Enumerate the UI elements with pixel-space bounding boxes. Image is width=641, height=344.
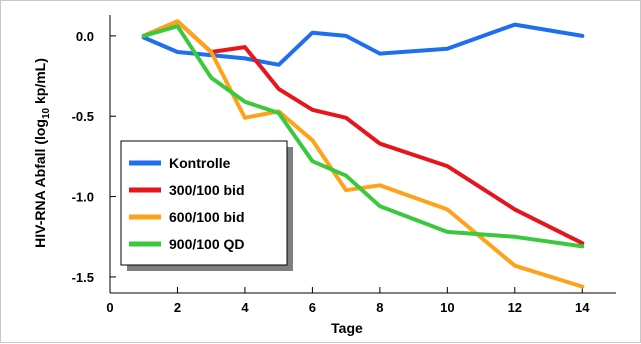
y-tick-label: -0.5 (72, 109, 94, 124)
x-tick-label: 6 (309, 300, 316, 315)
series-line-kontrolle (141, 22, 585, 67)
x-tick-label: 8 (376, 300, 383, 315)
axes: 0 2 4 6 8 10 12 14 0.0 -0.5 -1.0 -1.5 (72, 15, 616, 315)
x-tick-label: 10 (440, 300, 454, 315)
legend-label-kontrolle: Kontrolle (169, 155, 231, 171)
series-line-600-100-bid (141, 19, 585, 289)
y-axis-title-prefix: HIV-RNA Abfall (log (32, 119, 48, 248)
x-tick-label: 0 (106, 300, 113, 315)
y-axis-title-suffix: kp/mL) (32, 58, 48, 108)
series-line-900-100-qd (141, 24, 585, 249)
y-tick-label: 0.0 (76, 29, 94, 44)
series-lines (141, 19, 585, 289)
x-tick-label: 4 (241, 300, 249, 315)
x-tick-label: 12 (508, 300, 522, 315)
legend: Kontrolle 300/100 bid 600/100 bid 900/100 Q… (120, 140, 293, 271)
y-axis-title: HIV-RNA Abfall (log10 kp/mL) (32, 58, 52, 248)
x-tick-label: 2 (174, 300, 181, 315)
y-axis-title-subscript: 10 (41, 107, 52, 119)
y-tick-label: -1.0 (72, 190, 94, 205)
y-tick-label: -1.5 (72, 270, 94, 285)
x-axis-title: Tage (331, 320, 363, 336)
legend-label-600-100-bid: 600/100 bid (169, 209, 245, 225)
x-tick-label: 14 (575, 300, 590, 315)
legend-label-900-100-qd: 900/100 QD (169, 236, 245, 252)
legend-label-300-100-bid: 300/100 bid (169, 182, 245, 198)
